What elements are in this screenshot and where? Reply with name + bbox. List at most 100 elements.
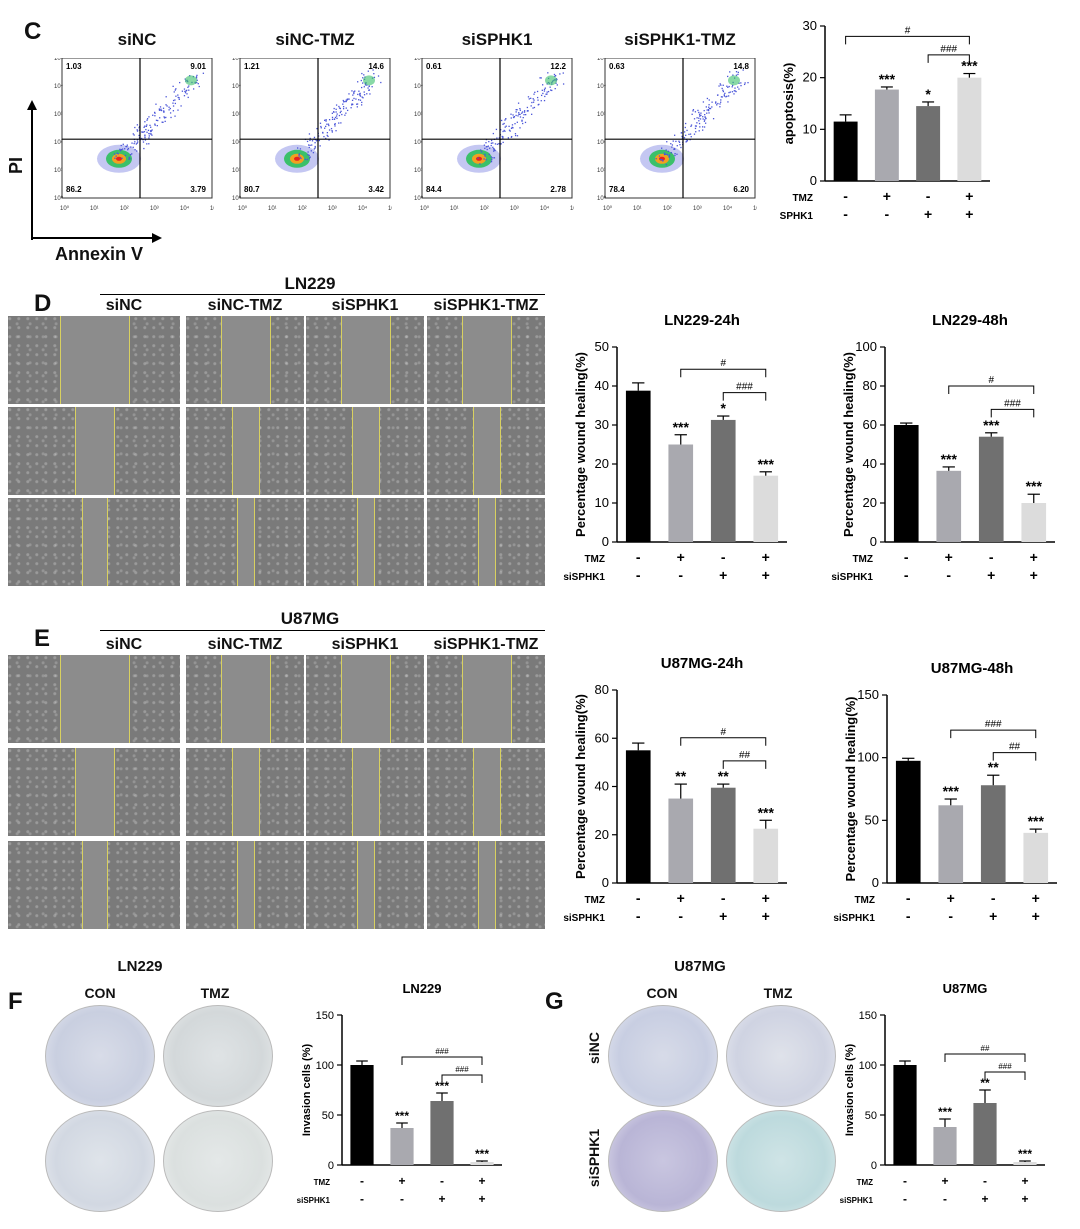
bar (390, 1128, 414, 1165)
condition-sign: - (906, 890, 911, 906)
condition-row-label: siSPHK1 (840, 1196, 874, 1205)
wound-micrograph (306, 316, 424, 404)
y-axis-label: Percentage wound healing(%) (573, 352, 588, 537)
quadrant-percent: 80.7 (244, 185, 260, 194)
invasion-well (726, 1110, 836, 1212)
wound-column-label: siSPHK1-TMZ (433, 297, 539, 314)
quadrant-percent: 1.21 (244, 62, 260, 71)
y-tick-label: 10² (597, 140, 606, 146)
condition-sign: + (719, 567, 727, 583)
y-tick-label: 10 (803, 121, 817, 136)
comparison-label: # (720, 358, 726, 369)
condition-row-label: siSPHK1 (833, 913, 875, 924)
comparison-bracket (984, 1071, 1026, 1080)
condition-sign: - (678, 908, 683, 924)
condition-sign: - (991, 890, 996, 906)
bar (893, 425, 919, 542)
wound-micrograph (8, 498, 180, 586)
y-tick-label: 30 (803, 18, 817, 33)
y-axis-label: Percentage wound healing(%) (841, 352, 856, 537)
wound-micrograph (8, 841, 180, 929)
wound-column-label: siNC-TMZ (207, 297, 283, 314)
y-tick-label: 10³ (414, 112, 423, 118)
comparison-label: ### (985, 719, 1002, 730)
quadrant-percent: 3.42 (368, 185, 384, 194)
comparison-label: ### (455, 1065, 469, 1074)
condition-sign: + (883, 188, 891, 204)
y-tick-label: 50 (865, 1110, 877, 1122)
y-tick-label: 100 (859, 1060, 877, 1072)
bar (980, 785, 1006, 883)
wound-micrograph (186, 316, 304, 404)
quadrant-percent: 9.01 (190, 62, 206, 71)
y-tick-label: 10² (232, 140, 241, 146)
y-tick-label: 60 (863, 417, 877, 432)
comparison-label: # (988, 375, 994, 386)
condition-sign: - (721, 890, 726, 906)
wound-ln229-header: LN229 (284, 274, 336, 293)
wound-micrograph (186, 407, 304, 495)
y-tick-label: 80 (863, 378, 877, 393)
y-tick-label: 10⁵ (54, 58, 64, 62)
x-tick-label: 10¹ (633, 206, 642, 212)
bar (1013, 1162, 1037, 1165)
comparison-label: ### (940, 44, 957, 55)
invasion-u87-row-sisphk1: siSPHK1 (586, 1128, 603, 1188)
invasion-well (45, 1110, 155, 1212)
wound-micrograph (8, 655, 180, 743)
condition-sign: + (989, 908, 997, 924)
significance-mark: ** (675, 768, 686, 784)
flow-x-axis-label: Annexin V (55, 244, 144, 264)
significance-mark: *** (435, 1079, 449, 1093)
condition-row-label: TMZ (857, 1178, 874, 1187)
x-tick-label: 10⁰ (603, 205, 613, 212)
y-tick-label: 10⁴ (414, 83, 424, 90)
panel-label-f: F (8, 988, 23, 1015)
y-tick-label: 0 (328, 1160, 334, 1172)
significance-mark: *** (961, 58, 978, 74)
y-axis-label: apoptosis(%) (781, 63, 796, 145)
significance-mark: *** (938, 1105, 952, 1119)
condition-sign: - (904, 549, 909, 565)
bar (978, 436, 1004, 542)
panel-label-d: D (34, 290, 52, 317)
condition-sign: + (987, 567, 995, 583)
y-tick-label: 10² (414, 140, 423, 146)
significance-mark: *** (395, 1109, 409, 1123)
flow-axis-arrows (27, 100, 162, 243)
x-tick-label: 10⁰ (420, 205, 430, 212)
condition-row-label: siSPHK1 (563, 572, 605, 583)
significance-mark: ** (718, 768, 729, 784)
condition-row-label: TMZ (852, 554, 873, 565)
event-density-core (294, 156, 300, 161)
condition-sign: + (719, 908, 727, 924)
y-tick-label: 50 (322, 1110, 334, 1122)
condition-sign: - (636, 549, 641, 565)
wound-micrograph (306, 407, 424, 495)
condition-row-label: TMZ (584, 554, 605, 565)
y-tick-label: 10 (595, 495, 609, 510)
wound-micrograph (427, 498, 545, 586)
bar (350, 1065, 374, 1165)
quadrant-percent: 84.4 (426, 185, 442, 194)
invasion-ln229-col-tmz: TMZ (200, 985, 230, 1001)
wound-micrograph (306, 841, 424, 929)
bar (753, 475, 779, 542)
y-tick-label: 10³ (232, 112, 241, 118)
chart-title: LN229-48h (932, 312, 1008, 329)
comparison-label: ### (435, 1047, 449, 1056)
bar (938, 805, 964, 883)
panel-label-e: E (34, 625, 51, 652)
flow-sample-title: siNC (117, 30, 157, 49)
comparison-bracket (950, 729, 1037, 739)
condition-sign: - (903, 1174, 907, 1188)
wound-micrograph (427, 316, 545, 404)
wound-column-label: siNC (105, 636, 143, 653)
bar (973, 1103, 997, 1165)
wound-column-label: siSPHK1 (331, 636, 399, 653)
wound-micrograph (186, 498, 304, 586)
y-tick-label: 150 (857, 687, 879, 702)
y-tick-label: 10¹ (597, 168, 606, 174)
